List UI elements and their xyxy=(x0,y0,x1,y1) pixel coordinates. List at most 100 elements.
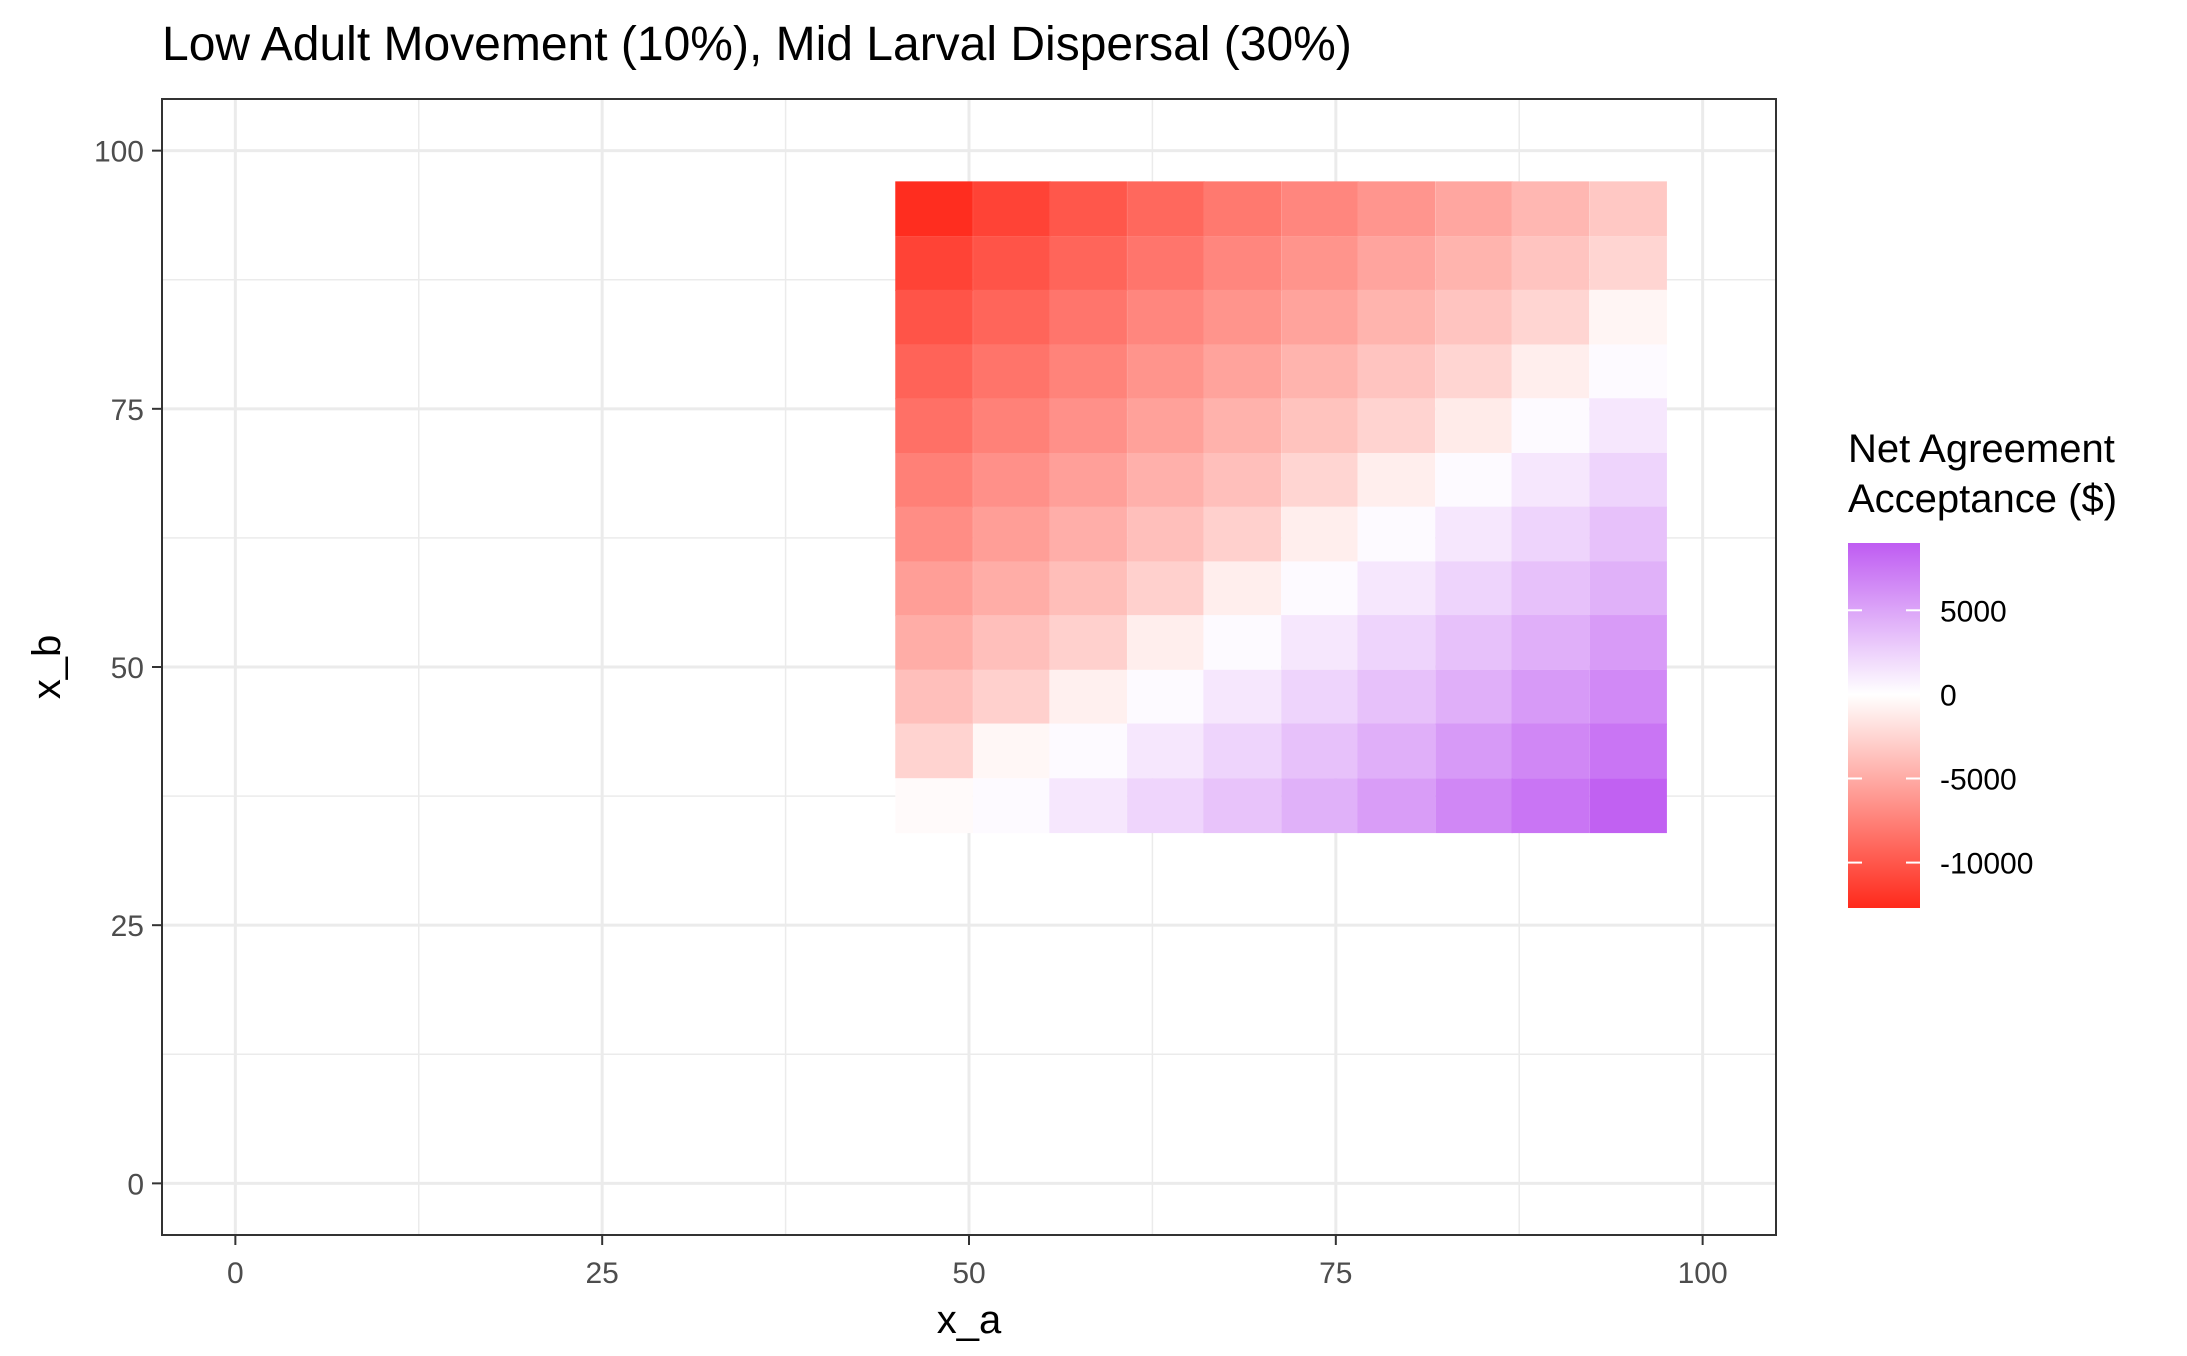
heatmap-tile xyxy=(973,236,1051,291)
heatmap-tile xyxy=(895,344,973,400)
y-tick-label: 100 xyxy=(94,136,144,169)
heatmap-tile xyxy=(973,778,1051,834)
heatmap-tile xyxy=(895,398,973,454)
heatmap-tile xyxy=(1281,289,1359,345)
heatmap-tile xyxy=(895,236,973,291)
heatmap-tile xyxy=(1203,344,1282,400)
y-tick-label: 50 xyxy=(111,652,144,685)
heatmap-tile xyxy=(1281,398,1359,454)
heatmap-tile xyxy=(1511,506,1590,562)
x-tick-label: 25 xyxy=(585,1257,618,1290)
legend-label: -10000 xyxy=(1940,848,2033,881)
heatmap-tile xyxy=(1281,615,1359,670)
heatmap-tile xyxy=(895,669,973,725)
heatmap-tile xyxy=(1127,344,1205,400)
heatmap-tile xyxy=(1589,236,1667,291)
heatmap-tile xyxy=(1281,506,1359,562)
y-tick-label: 0 xyxy=(127,1168,144,1201)
heatmap-tile xyxy=(1281,669,1359,725)
heatmap-tile xyxy=(1049,506,1127,562)
legend-colorbar xyxy=(1848,543,1920,908)
heatmap-tile xyxy=(1511,561,1590,617)
heatmap-tile xyxy=(1203,452,1282,508)
heatmap-tile xyxy=(1435,561,1513,617)
heatmap-tile xyxy=(1127,398,1205,454)
heatmap-tile xyxy=(1589,344,1667,400)
heatmap-tile xyxy=(973,181,1051,237)
heatmap-tile xyxy=(1049,398,1127,454)
color-legend: Net Agreement Acceptance ($) 5000 0 -5000 -… xyxy=(1848,427,2117,908)
heatmap-tile xyxy=(1435,236,1513,291)
heatmap-tile xyxy=(1589,561,1667,617)
heatmap-tile xyxy=(973,289,1051,345)
heatmap-tile xyxy=(895,778,973,834)
heatmap-tile xyxy=(1435,669,1513,725)
heatmap-tile xyxy=(1203,669,1282,725)
heatmap-tile xyxy=(1357,561,1436,617)
heatmap-tile xyxy=(1203,778,1282,834)
heatmap-tile xyxy=(973,344,1051,400)
heatmap-tile xyxy=(1357,398,1436,454)
heatmap-tile xyxy=(895,181,973,237)
heatmap-tile xyxy=(973,452,1051,508)
heatmap-tile xyxy=(1049,669,1127,725)
heatmap-tile xyxy=(1281,181,1359,237)
heatmap-tile xyxy=(1511,778,1590,834)
heatmap-tile xyxy=(1127,778,1205,834)
legend-label: 5000 xyxy=(1940,595,2007,628)
heatmap-tile xyxy=(1049,615,1127,670)
heatmap-tile xyxy=(1511,181,1590,237)
heatmap-tile xyxy=(1281,561,1359,617)
heatmap-tile xyxy=(1203,723,1282,779)
heatmap-tile xyxy=(1589,398,1667,454)
heatmap-tile xyxy=(1203,181,1282,237)
heatmap-tile xyxy=(1511,398,1590,454)
heatmap-tiles xyxy=(895,181,1667,834)
heatmap-tile xyxy=(1049,452,1127,508)
heatmap-tile xyxy=(895,506,973,562)
heatmap-tile xyxy=(1281,452,1359,508)
y-axis-label: x_b xyxy=(25,635,69,700)
heatmap-tile xyxy=(973,506,1051,562)
heatmap-tile xyxy=(1435,615,1513,670)
heatmap-tile xyxy=(895,561,973,617)
heatmap-tile xyxy=(1357,615,1436,670)
heatmap-tile xyxy=(1281,344,1359,400)
heatmap-tile xyxy=(1511,615,1590,670)
heatmap-tile xyxy=(895,615,973,670)
heatmap-tile xyxy=(1511,452,1590,508)
heatmap-tile xyxy=(1203,615,1282,670)
heatmap-tile xyxy=(1049,181,1127,237)
heatmap-tile xyxy=(895,723,973,779)
heatmap-tile xyxy=(1203,398,1282,454)
heatmap-tile xyxy=(1127,181,1205,237)
x-tick-label: 75 xyxy=(1319,1257,1352,1290)
heatmap-tile xyxy=(1589,615,1667,670)
heatmap-tile xyxy=(1357,506,1436,562)
heatmap-tile xyxy=(1281,236,1359,291)
legend-label: 0 xyxy=(1940,679,1957,712)
legend-title-line-1: Net Agreement xyxy=(1848,427,2115,471)
heatmap-tile xyxy=(1589,778,1667,834)
heatmap-tile xyxy=(1589,506,1667,562)
heatmap-tile xyxy=(1203,289,1282,345)
heatmap-tile xyxy=(1589,289,1667,345)
heatmap-tile xyxy=(1589,723,1667,779)
heatmap-tile xyxy=(973,398,1051,454)
heatmap-tile xyxy=(1357,452,1436,508)
y-tick-label: 25 xyxy=(111,910,144,943)
heatmap-tile xyxy=(1589,452,1667,508)
heatmap-tile xyxy=(1357,344,1436,400)
heatmap-tile xyxy=(1435,452,1513,508)
heatmap-tile xyxy=(1049,289,1127,345)
heatmap-tile xyxy=(1127,289,1205,345)
legend-title-line-2: Acceptance ($) xyxy=(1848,477,2117,521)
heatmap-tile xyxy=(1357,289,1436,345)
heatmap-tile xyxy=(1049,561,1127,617)
x-tick-label: 0 xyxy=(227,1257,244,1290)
x-axis: 0 25 50 75 100 xyxy=(227,1235,1728,1290)
heatmap-tile xyxy=(973,723,1051,779)
heatmap-tile xyxy=(1511,289,1590,345)
